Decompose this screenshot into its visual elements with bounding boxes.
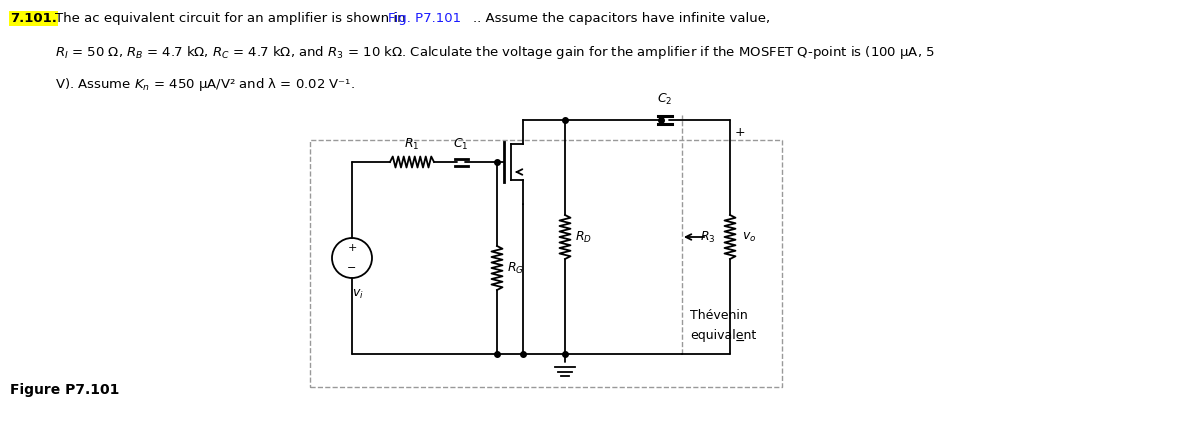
Text: 7.101.: 7.101. (10, 12, 56, 25)
Text: $v_i$: $v_i$ (352, 288, 364, 301)
Text: Fig. P7.101: Fig. P7.101 (388, 12, 461, 25)
Text: Figure P7.101: Figure P7.101 (10, 383, 119, 397)
Text: .. Assume the capacitors have infinite value,: .. Assume the capacitors have infinite v… (473, 12, 770, 25)
Text: $R_D$: $R_D$ (575, 230, 592, 245)
Text: $v_o$: $v_o$ (742, 230, 756, 243)
Text: −: − (347, 263, 356, 273)
Text: $C_1$: $C_1$ (454, 137, 469, 152)
Text: $R_G$: $R_G$ (506, 260, 524, 276)
Text: $C_2$: $C_2$ (658, 92, 673, 107)
Text: +: + (347, 243, 356, 253)
Text: −: − (734, 335, 745, 347)
Text: $R_1$: $R_1$ (404, 137, 420, 152)
Text: +: + (734, 127, 745, 140)
Text: $R_3$: $R_3$ (701, 230, 716, 245)
Text: Thévenin: Thévenin (690, 309, 748, 322)
Text: equivalent: equivalent (690, 329, 756, 342)
Text: The ac equivalent circuit for an amplifier is shown in: The ac equivalent circuit for an amplifi… (55, 12, 410, 25)
Bar (310, 140, 782, 387)
Text: V). Assume $K_n$ = 450 μA/V² and λ = 0.02 V⁻¹.: V). Assume $K_n$ = 450 μA/V² and λ = 0.0… (55, 76, 355, 93)
Text: $R_I$ = 50 Ω, $R_B$ = 4.7 kΩ, $R_C$ = 4.7 kΩ, and $R_3$ = 10 kΩ. Calculate the v: $R_I$ = 50 Ω, $R_B$ = 4.7 kΩ, $R_C$ = 4.… (55, 44, 935, 61)
